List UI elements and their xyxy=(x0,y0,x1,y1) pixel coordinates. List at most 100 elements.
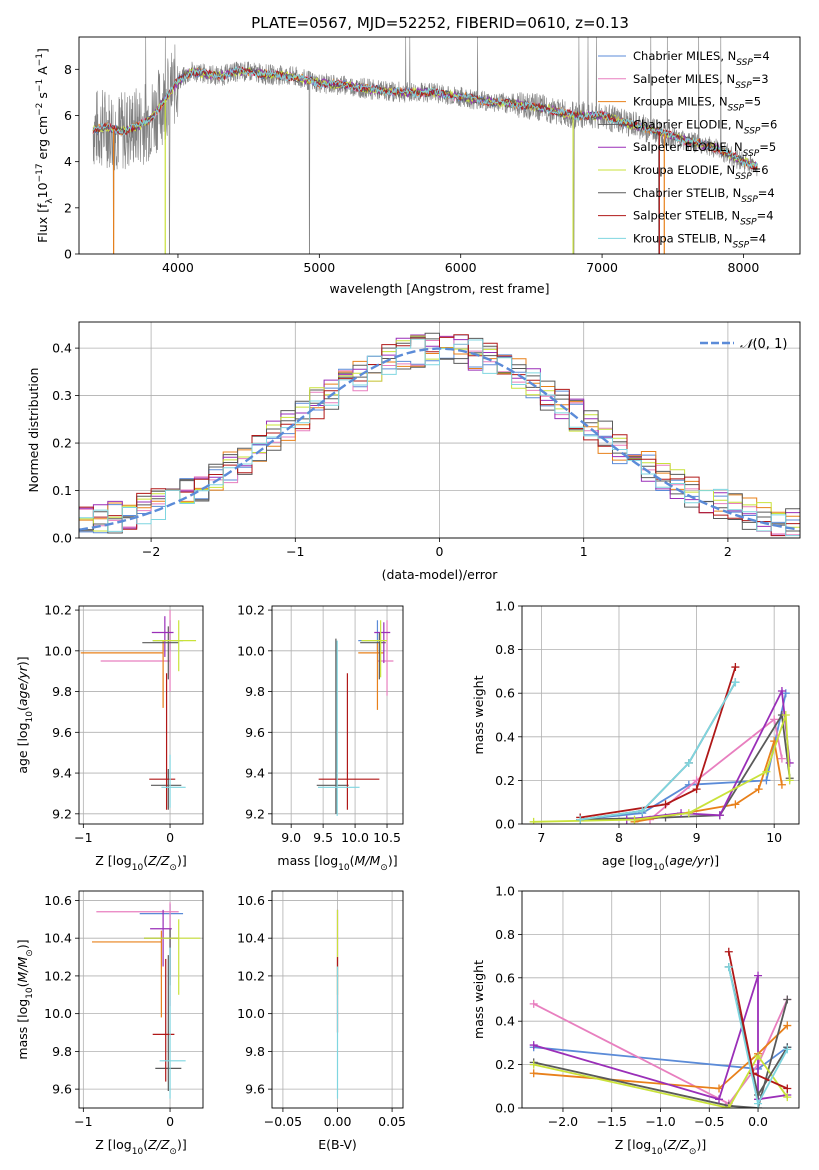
mass-weight-marker xyxy=(754,1051,763,1060)
axes-frame xyxy=(78,890,204,1109)
label-part: ( xyxy=(15,706,30,711)
figure-title: PLATE=0567, MJD=52252, FIBERID=0610, z=0… xyxy=(251,14,629,32)
label-part: mass weight xyxy=(471,675,486,754)
legend-label: Salpeter ELODIE, NSSP=5 xyxy=(633,140,776,159)
label-part: =4 xyxy=(757,209,774,223)
axes-frame xyxy=(521,605,800,825)
mass-weight-marker xyxy=(529,999,538,1008)
label-part: Salpeter MILES, N xyxy=(633,72,735,86)
label-part: −17 xyxy=(35,163,45,182)
plot-area-age-vs-mass xyxy=(316,620,394,816)
axes-frame xyxy=(78,605,204,825)
label-part: ⊙ xyxy=(380,863,388,873)
label-part: Salpeter STELIB, N xyxy=(633,209,740,223)
histogram-step-line xyxy=(79,338,800,537)
mass-weight-marker xyxy=(777,754,786,763)
label-part: )] xyxy=(15,656,30,666)
mass-weight-line xyxy=(533,1024,788,1090)
y-tick-label: 10.4 xyxy=(44,931,72,946)
x-axis-label: mass [log10(M/M⊙)] xyxy=(277,853,397,873)
mass-weight-marker xyxy=(762,767,771,776)
mass-weight-marker xyxy=(731,678,740,687)
x-axis-label: Z [log10(Z/Z⊙)] xyxy=(95,1137,186,1157)
label-part: M/M xyxy=(355,853,381,868)
label-part: 10 xyxy=(25,987,35,999)
y-tick-label: 0.2 xyxy=(52,436,72,451)
y-tick-label: 10.2 xyxy=(44,603,72,618)
label-part: erg cm xyxy=(35,116,50,164)
y-axis-label: mass weight xyxy=(471,960,486,1039)
plot-area-age-vs-Z xyxy=(80,610,197,810)
label-part: age/yr xyxy=(15,665,30,706)
mass-weight-marker xyxy=(783,1093,792,1102)
y-axis-label: Flux [fλ10−17 erg cm−2 s−1 A−1] xyxy=(35,48,55,243)
x-tick-label: 6000 xyxy=(445,260,477,275)
label-part: =5 xyxy=(744,95,761,109)
mass-weight-marker xyxy=(749,1069,758,1078)
legend-label: Kroupa ELODIE, NSSP=6 xyxy=(633,163,769,182)
x-tick-label: −1.5 xyxy=(597,1114,627,1129)
y-tick-label: 10.0 xyxy=(44,1006,72,1021)
mass-weight-marker xyxy=(684,809,693,818)
mass-weight-marker xyxy=(754,785,763,794)
y-tick-label: 10.6 xyxy=(44,893,72,908)
x-tick-label: 1 xyxy=(580,544,588,559)
x-axis-label: E(B-V) xyxy=(318,1137,357,1152)
y-tick-label: 6 xyxy=(64,108,72,123)
y-axis-label: age [log10(age/yr)] xyxy=(15,656,35,773)
mass-weight-marker xyxy=(731,663,740,672)
x-tick-label: 0 xyxy=(166,1114,174,1129)
mass-weight-line xyxy=(580,666,737,819)
label-part: Z/Z xyxy=(667,1137,690,1152)
label-part: SSP xyxy=(740,218,757,228)
x-tick-label: 9 xyxy=(693,830,701,845)
mass-weight-marker xyxy=(770,715,779,724)
mass-weight-marker xyxy=(754,971,763,980)
y-tick-label: 9.8 xyxy=(52,1044,72,1059)
label-part: =4 xyxy=(753,49,770,63)
y-tick-label: 10.0 xyxy=(44,643,72,658)
legend-label: Chabrier STELIB, NSSP=4 xyxy=(633,186,775,205)
plot-area-massweight-vs-Z xyxy=(529,947,792,1108)
plot-area-residuals xyxy=(79,332,800,537)
label-part: Kroupa ELODIE, N xyxy=(633,163,735,177)
label-part: s xyxy=(35,92,50,103)
label-part: =6 xyxy=(752,163,769,177)
label-part: =6 xyxy=(760,117,777,131)
y-tick-label: 9.8 xyxy=(245,1044,265,1059)
label-part: =4 xyxy=(758,186,775,200)
model-spectrum-line xyxy=(92,66,758,171)
label-part: SSP xyxy=(743,149,760,159)
mass-weight-marker xyxy=(715,811,724,820)
normal-pdf-curve xyxy=(79,347,798,531)
label-part: A xyxy=(35,66,50,79)
label-part: )] xyxy=(696,1137,706,1152)
panel-spectrum: 4000 5000 6000 7000 8000 0 2 4 6 8 Chabrier MILES,… xyxy=(35,36,801,296)
label-part: ⊙ xyxy=(689,1147,697,1157)
legend-label: 𝒩(0, 1) xyxy=(740,337,787,352)
y-tick-label: 10.2 xyxy=(237,603,265,618)
mass-weight-marker xyxy=(783,995,792,1004)
label-part: −1 xyxy=(35,53,45,66)
label-part: )] xyxy=(177,1137,187,1152)
y-tick-label: 0.6 xyxy=(495,970,515,985)
y-tick-label: 8 xyxy=(64,62,72,77)
label-part: mass [log xyxy=(277,853,338,868)
mass-weight-line xyxy=(533,714,791,823)
x-tick-label: 4000 xyxy=(162,260,194,275)
mass-weight-marker xyxy=(576,815,585,824)
label-part: ( xyxy=(663,1137,668,1152)
label-part: Z [log xyxy=(95,1137,131,1152)
x-axis-label: Z [log10(Z/Z⊙)] xyxy=(95,853,186,873)
label-part: −1 xyxy=(35,79,45,92)
x-tick-label: −1 xyxy=(74,830,92,845)
label-part: mass weight xyxy=(471,960,486,1039)
y-tick-label: 10.2 xyxy=(44,968,72,983)
label-part: −2 xyxy=(35,103,45,116)
mass-weight-marker xyxy=(731,800,740,809)
mass-weight-marker xyxy=(529,817,538,824)
label-part: SSP xyxy=(733,240,750,250)
legend-label: Salpeter STELIB, NSSP=4 xyxy=(633,209,774,228)
